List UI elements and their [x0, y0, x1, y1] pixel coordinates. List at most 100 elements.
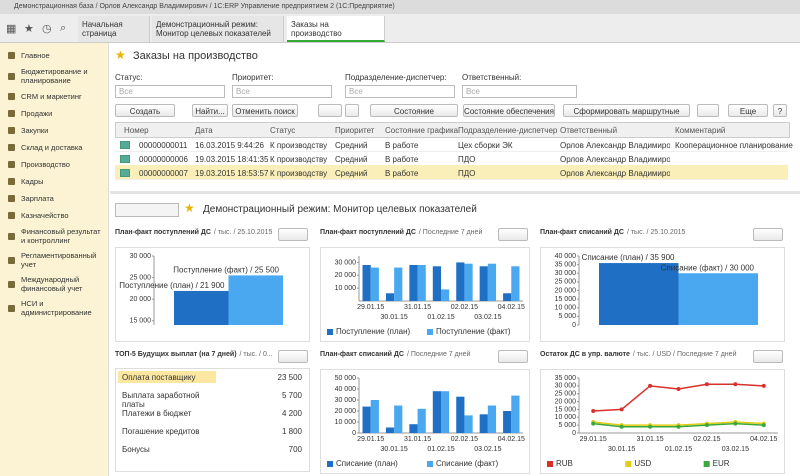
- menu-icon: [8, 232, 15, 240]
- y-tick-label: 25 000: [555, 391, 577, 398]
- icon-button[interactable]: [345, 104, 359, 117]
- button[interactable]: Найти...: [192, 104, 228, 117]
- bar: [479, 266, 488, 301]
- menu-label: Зарплата: [21, 194, 54, 203]
- y-tick-label: 30 000: [335, 259, 357, 266]
- button[interactable]: ?: [773, 104, 787, 117]
- cell: Средний: [335, 169, 368, 178]
- filter-input[interactable]: Все: [462, 85, 577, 98]
- column-header: Приоритет: [335, 126, 375, 135]
- bar: [417, 265, 426, 301]
- widget-menu[interactable]: [753, 350, 783, 363]
- column-header: Подразделение-диспетчер: [458, 126, 558, 135]
- menu-item[interactable]: Бюджетирование и планирование: [0, 64, 108, 88]
- x-tick-label: 03.02.15: [474, 446, 501, 453]
- button[interactable]: Еще: [728, 104, 768, 117]
- nav-buttons[interactable]: [115, 203, 179, 217]
- payment-value: 4 200: [281, 409, 302, 418]
- filter-input[interactable]: Все: [115, 85, 225, 98]
- y-tick-label: 10 000: [555, 305, 577, 312]
- table-row[interactable]: [115, 165, 788, 180]
- x-tick-label: 31.01.15: [404, 436, 431, 443]
- menu-item[interactable]: Международный финансовый учет: [0, 272, 108, 296]
- tab[interactable]: Заказы на производство: [287, 16, 385, 42]
- menu-label: Производство: [21, 160, 70, 169]
- menu-label: Бюджетирование и планирование: [21, 67, 88, 85]
- point: [591, 421, 596, 426]
- widget-menu[interactable]: [278, 228, 308, 241]
- menu-item[interactable]: Склад и доставка: [0, 139, 108, 156]
- y-tick-label: 25 000: [130, 274, 152, 281]
- button[interactable]: Состояние выполнения: [370, 104, 458, 129]
- bar: [599, 263, 679, 325]
- filter-input[interactable]: Все: [232, 85, 332, 98]
- button[interactable]: Создать: [115, 104, 175, 117]
- payment-label: Выплата заработной платы: [122, 391, 200, 409]
- button[interactable]: Сформировать маршрутные листы: [563, 104, 690, 129]
- widget-menu[interactable]: [498, 228, 528, 241]
- button[interactable]: Отменить поиск: [232, 104, 298, 117]
- menu-label: Продажи: [21, 109, 53, 118]
- legend-label: Поступление (факт): [436, 327, 511, 336]
- star[interactable]: ★: [184, 201, 195, 215]
- y-tick-label: 25 000: [555, 279, 577, 286]
- x-tick-label: 01.02.15: [427, 314, 454, 321]
- menu-item[interactable]: Зарплата: [0, 190, 108, 207]
- widget-subtitle: / тыс. / USD / Последние 7 дней: [632, 351, 737, 358]
- payment-value: 1 800: [281, 427, 302, 436]
- y-tick-label: 30 000: [555, 270, 577, 277]
- icon-button[interactable]: [697, 104, 719, 117]
- bar: [174, 290, 229, 325]
- menu-icon: [8, 212, 15, 219]
- menu-icon: [8, 52, 15, 59]
- row-icon: [120, 169, 130, 177]
- legend-swatch: [327, 329, 333, 335]
- widget-menu[interactable]: [753, 228, 783, 241]
- y-tick-label: 20 000: [335, 272, 357, 279]
- bar: [464, 263, 473, 301]
- icon-button[interactable]: [318, 104, 342, 117]
- data-label: Списание (план) / 35 900: [582, 253, 675, 262]
- menu-icon: [8, 127, 15, 134]
- menu-item[interactable]: Главное: [0, 47, 108, 64]
- tab[interactable]: Демонстрационный режим: Монитор целевых …: [152, 16, 284, 42]
- menu-item[interactable]: НСИ и администрирование: [0, 296, 108, 320]
- star[interactable]: ★: [115, 48, 126, 62]
- data-label: Списание (факт) / 30 000: [661, 263, 755, 272]
- y-tick-label: 35 000: [555, 261, 577, 268]
- bar: [385, 427, 395, 433]
- cell: 00000000011: [139, 141, 188, 150]
- toolbar-icon[interactable]: ◷: [42, 23, 52, 35]
- chart: 0 10 000 20 000 30 000 40 000 50 000 29.01.15 3…: [320, 369, 530, 474]
- toolbar-icon[interactable]: ⌕: [60, 22, 67, 34]
- column-header: Дата: [195, 126, 213, 135]
- widget-menu[interactable]: [278, 350, 308, 363]
- orders-title: Заказы на производство: [133, 50, 258, 62]
- toolbar-icon[interactable]: ★: [24, 23, 34, 35]
- widget-title: План-факт списаний ДС: [540, 229, 624, 236]
- widget-menu[interactable]: [498, 350, 528, 363]
- menu-icon: [8, 110, 15, 117]
- menu-item[interactable]: Казначейство: [0, 207, 108, 224]
- x-tick-label: 31.01.15: [636, 436, 663, 443]
- menu-item[interactable]: Производство: [0, 156, 108, 173]
- menu-item[interactable]: Регламентированный учет: [0, 248, 108, 272]
- menu-item[interactable]: CRM и маркетинг: [0, 88, 108, 105]
- legend-label: RUB: [556, 459, 573, 468]
- menu-item[interactable]: Кадры: [0, 173, 108, 190]
- toolbar-icon[interactable]: ▦: [6, 23, 17, 35]
- menu-item[interactable]: Закупки: [0, 122, 108, 139]
- cell: К производству: [270, 169, 328, 178]
- cell: 16.03.2015 9:44:26: [195, 141, 264, 150]
- widget-header: Остаток ДС в упр. валюте / тыс. / USD / П…: [540, 351, 736, 358]
- point: [704, 382, 709, 387]
- bar: [487, 405, 497, 433]
- x-tick-label: 04.02.15: [498, 436, 525, 443]
- filter-input[interactable]: Все: [345, 85, 455, 98]
- table-row[interactable]: [115, 137, 788, 152]
- menu-item[interactable]: Финансовый результат и контроллинг: [0, 224, 108, 248]
- button[interactable]: Состояние обеспечения: [463, 104, 555, 117]
- menu-item[interactable]: Продажи: [0, 105, 108, 122]
- tab[interactable]: Начальная страница: [78, 16, 150, 42]
